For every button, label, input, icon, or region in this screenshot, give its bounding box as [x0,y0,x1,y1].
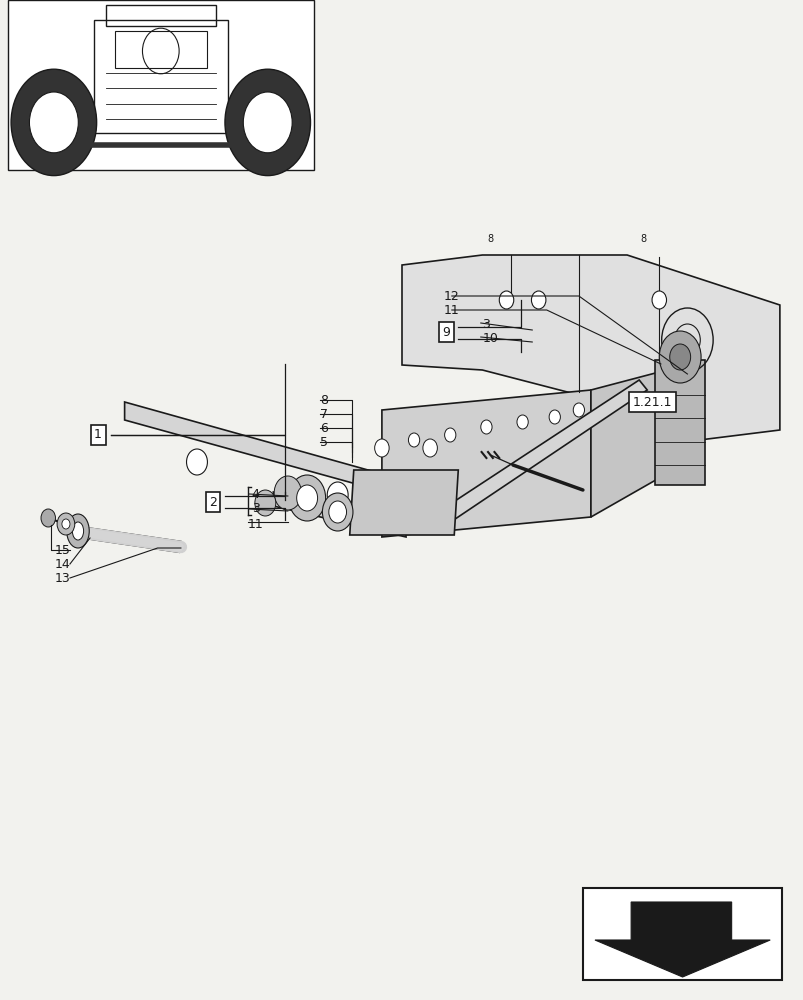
Text: 6: 6 [320,422,328,434]
Circle shape [499,291,513,309]
Text: 4: 4 [251,488,259,500]
Text: 1: 1 [94,428,102,442]
Polygon shape [402,255,779,445]
Circle shape [480,420,491,434]
Bar [8,0,313,170]
Text: 1.21.1: 1.21.1 [632,395,672,408]
Circle shape [274,476,301,510]
Bar [582,888,781,980]
Circle shape [243,92,291,153]
Circle shape [374,439,389,457]
Text: 5: 5 [320,436,328,448]
Polygon shape [273,492,406,537]
Circle shape [548,410,560,424]
Circle shape [288,475,325,521]
Circle shape [327,482,348,508]
Circle shape [444,428,455,442]
Text: 11: 11 [247,518,263,530]
Circle shape [225,69,310,176]
Circle shape [11,69,96,176]
Circle shape [30,92,78,153]
Text: 3: 3 [251,502,259,516]
Circle shape [408,433,419,447]
Text: 2: 2 [209,495,217,508]
Ellipse shape [72,522,84,540]
Ellipse shape [67,514,89,548]
Text: 15: 15 [55,544,71,556]
Text: 14: 14 [55,558,71,570]
Circle shape [531,291,545,309]
Text: 13: 13 [55,572,71,584]
Text: 8: 8 [320,393,328,406]
Text: 9: 9 [442,326,450,338]
Text: 3: 3 [482,318,490,332]
Text: 12: 12 [443,290,459,302]
Polygon shape [124,402,450,510]
Text: 8: 8 [639,234,646,244]
Circle shape [422,439,437,457]
Circle shape [62,519,70,529]
Circle shape [658,331,700,383]
Text: 10: 10 [482,332,498,346]
Circle shape [516,415,528,429]
Circle shape [57,513,75,535]
Text: 8: 8 [487,234,493,244]
Polygon shape [349,470,458,535]
Circle shape [322,493,353,531]
Circle shape [186,449,207,475]
Circle shape [255,490,275,516]
Polygon shape [381,390,590,537]
Polygon shape [594,902,769,977]
Circle shape [296,485,317,511]
Circle shape [41,509,55,527]
Circle shape [328,501,346,523]
Circle shape [573,403,584,417]
Text: 11: 11 [443,304,459,316]
Polygon shape [590,372,658,517]
Circle shape [669,344,690,370]
Polygon shape [438,380,646,525]
Bar [654,360,704,485]
Text: 7: 7 [320,408,328,420]
Circle shape [651,291,666,309]
